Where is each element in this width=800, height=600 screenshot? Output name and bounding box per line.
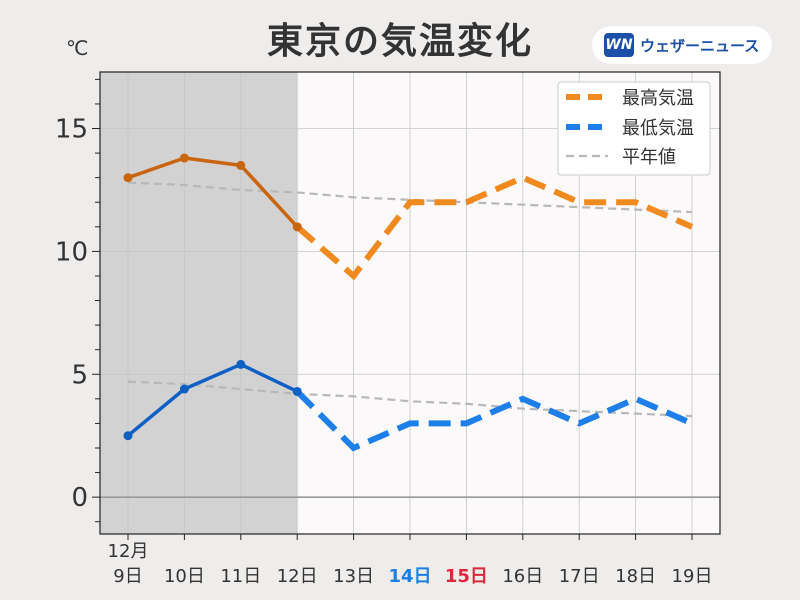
min-temp-forecast-line xyxy=(295,389,694,452)
x-axis-ticks: 9日 10日 11日 12日 13日 14日 15日 16日 17日 18日 19日 xyxy=(113,534,712,587)
y-tick-label: 10 xyxy=(55,237,88,267)
max-temp-point xyxy=(179,153,189,163)
min-temp-point xyxy=(236,359,246,369)
normal-high-line xyxy=(127,181,693,214)
x-tick-label: 10日 xyxy=(164,566,205,587)
month-label: 12月 xyxy=(108,541,149,562)
y-tick-label: 15 xyxy=(55,115,88,145)
x-tick-label: 11日 xyxy=(220,566,261,587)
min-temp-observed-line xyxy=(126,362,298,438)
y-tick-label: 5 xyxy=(71,360,88,390)
weathernews-logo: WN ウェザーニュース xyxy=(592,26,772,64)
x-tick-label: 14日 xyxy=(388,566,431,587)
max-temp-point xyxy=(292,222,302,232)
normal-low-line xyxy=(127,380,693,418)
max-temp-point xyxy=(236,160,246,170)
legend-label: 最低気温 xyxy=(622,118,694,139)
x-tick-label: 15日 xyxy=(445,566,488,587)
max-temp-point xyxy=(123,173,133,183)
legend-box xyxy=(557,81,711,176)
max-temp-observed-line xyxy=(127,156,299,229)
x-tick-label: 16日 xyxy=(502,566,543,587)
x-tick-label: 9日 xyxy=(113,566,142,587)
legend-label: 平年値 xyxy=(622,147,676,168)
y-axis-ticks: 0 5 10 15 xyxy=(55,78,100,523)
x-tick-label: 12日 xyxy=(277,566,318,587)
x-tick-label: 17日 xyxy=(559,566,600,587)
series-lines xyxy=(123,153,694,452)
x-tick-label: 19日 xyxy=(672,566,713,587)
legend-label: 最高気温 xyxy=(622,88,694,109)
observed-period-shade xyxy=(100,72,298,534)
max-temp-forecast-line xyxy=(295,174,694,281)
logo-mark: WN xyxy=(604,33,634,57)
min-temp-point xyxy=(292,386,302,396)
y-axis-unit: ℃ xyxy=(66,36,89,60)
x-tick-label: 18日 xyxy=(615,566,656,587)
min-temp-point xyxy=(123,431,133,441)
y-tick-label: 0 xyxy=(71,483,88,513)
chart-title: 東京の気温変化 xyxy=(266,21,533,62)
min-temp-point xyxy=(179,384,189,394)
x-tick-label: 13日 xyxy=(333,566,374,587)
logo-text: ウェザーニュース xyxy=(640,37,760,55)
